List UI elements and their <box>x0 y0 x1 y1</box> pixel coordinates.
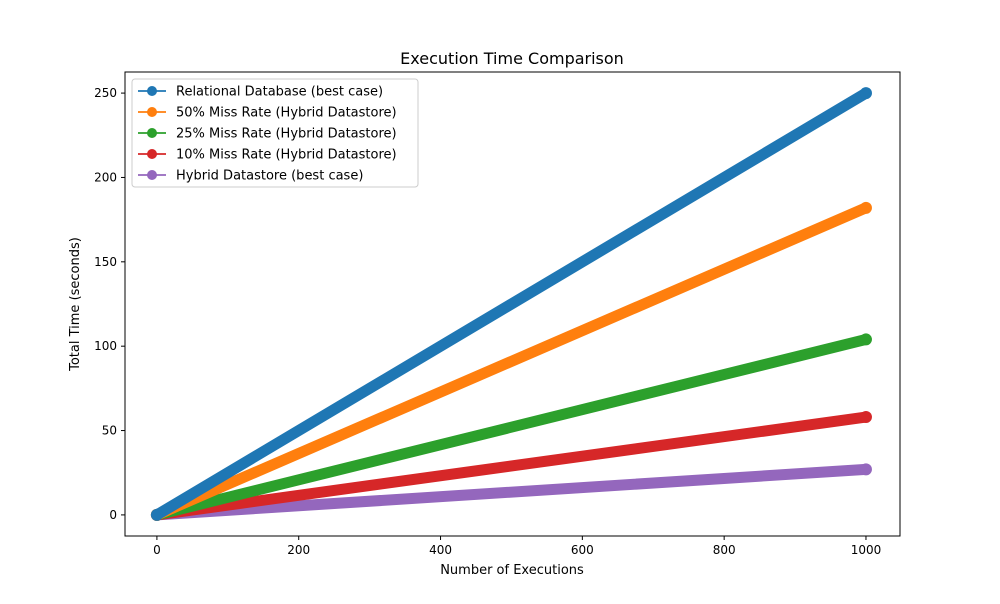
chart-title: Execution Time Comparison <box>400 49 624 68</box>
y-tick-label: 150 <box>94 255 117 269</box>
y-axis: 0 50 100 150 200 250 <box>94 86 125 522</box>
legend-item: 25% Miss Rate (Hybrid Datastore) <box>138 127 397 142</box>
series-end-point <box>859 333 872 346</box>
legend-item: Hybrid Datastore (best case) <box>138 169 363 184</box>
legend-marker <box>147 149 157 159</box>
x-tick-label: 400 <box>429 543 452 557</box>
x-tick-label: 800 <box>713 543 736 557</box>
x-tick-label: 200 <box>287 543 310 557</box>
x-axis: 0 200 400 600 800 1000 <box>153 536 881 557</box>
series-end-point <box>859 463 872 476</box>
x-tick-label: 1000 <box>851 543 882 557</box>
legend-label: 10% Miss Rate (Hybrid Datastore) <box>176 148 397 163</box>
y-tick-label: 200 <box>94 170 117 184</box>
legend-item: 10% Miss Rate (Hybrid Datastore) <box>138 148 397 163</box>
y-tick-label: 100 <box>94 339 117 353</box>
series-line <box>151 333 872 521</box>
legend-item: 50% Miss Rate (Hybrid Datastore) <box>138 106 397 121</box>
series-0 <box>150 87 872 521</box>
legend-marker <box>147 86 157 96</box>
x-tick-label: 0 <box>153 543 161 557</box>
series-end-point <box>859 87 872 100</box>
series-line <box>151 463 872 521</box>
series-start-point <box>150 508 163 521</box>
legend-marker <box>147 107 157 117</box>
legend-label: Hybrid Datastore (best case) <box>176 169 363 184</box>
legend-label: Relational Database (best case) <box>176 85 383 100</box>
series-end-point <box>859 411 872 424</box>
legend-marker <box>147 128 157 138</box>
series-line <box>151 411 872 521</box>
legend-marker <box>147 170 157 180</box>
plot-frame <box>124 71 901 537</box>
x-axis-label: Number of Executions <box>440 563 584 578</box>
legend-label: 50% Miss Rate (Hybrid Datastore) <box>176 106 397 121</box>
y-tick-label: 0 <box>109 508 117 522</box>
legend: Relational Database (best case) 50% Miss … <box>131 78 419 188</box>
y-axis-label: Total Time (seconds) <box>68 237 83 372</box>
legend-label: 25% Miss Rate (Hybrid Datastore) <box>176 127 397 142</box>
series-line <box>151 202 872 521</box>
y-tick-label: 50 <box>102 424 117 438</box>
series-line <box>151 87 872 521</box>
legend-box <box>131 78 419 188</box>
legend-item: Relational Database (best case) <box>138 85 383 100</box>
series-end-point <box>859 201 872 214</box>
series-layer <box>150 87 872 521</box>
y-tick-label: 250 <box>94 86 117 100</box>
x-tick-label: 600 <box>571 543 594 557</box>
